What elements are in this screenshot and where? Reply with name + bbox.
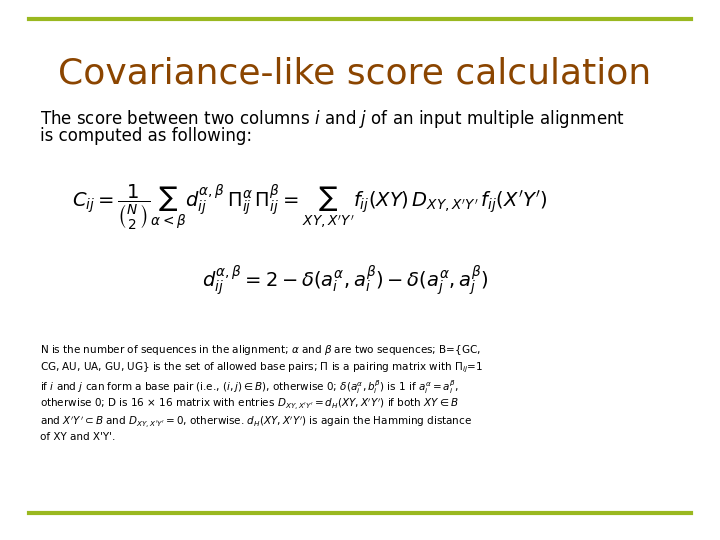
Text: The score between two columns $i$ and $j$ of an input multiple alignment: The score between two columns $i$ and $j…	[40, 108, 624, 130]
Text: CG, AU, UA, GU, UG} is the set of allowed base pairs; $\Pi$ is a pairing matrix : CG, AU, UA, GU, UG} is the set of allowe…	[40, 361, 482, 375]
Text: of XY and X'Y'.: of XY and X'Y'.	[40, 432, 115, 442]
Text: N is the number of sequences in the alignment; $\alpha$ and $\beta$ are two sequ: N is the number of sequences in the alig…	[40, 343, 480, 357]
Text: Covariance-like score calculation: Covariance-like score calculation	[58, 57, 651, 91]
Text: is computed as following:: is computed as following:	[40, 127, 252, 145]
Text: $C_{ij} = \dfrac{1}{\binom{N}{2}} \sum_{\alpha < \beta} d_{ij}^{\alpha,\beta}\, : $C_{ij} = \dfrac{1}{\binom{N}{2}} \sum_{…	[72, 184, 548, 232]
Text: otherwise 0; D is 16 $\times$ 16 matrix with entries $D_{XY,X'Y'} = d_H(XY, X'Y': otherwise 0; D is 16 $\times$ 16 matrix …	[40, 396, 459, 412]
Text: and $X'Y' \subset B$ and $D_{XY,X'Y'} = 0$, otherwise. $d_H(XY, X'Y')$ is again : and $X'Y' \subset B$ and $D_{XY,X'Y'} = …	[40, 414, 472, 430]
Text: $d_{ij}^{\alpha,\beta} = 2 - \delta(a_i^{\alpha}, a_i^{\beta}) - \delta(a_j^{\al: $d_{ij}^{\alpha,\beta} = 2 - \delta(a_i^…	[202, 264, 489, 298]
Text: if $i$ and $j$ can form a base pair (i.e., $(i,j) \in B$), otherwise 0; $\delta(: if $i$ and $j$ can form a base pair (i.e…	[40, 379, 459, 396]
